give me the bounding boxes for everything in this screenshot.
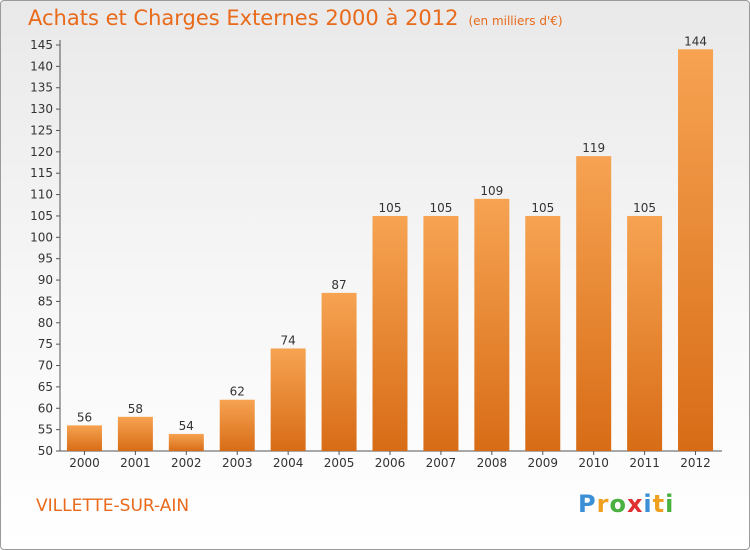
x-tick-label: 2012 (680, 456, 711, 470)
chart-title-text: Achats et Charges Externes 2000 à 2012 (28, 6, 459, 30)
bar-2011 (627, 215, 663, 451)
y-tick-label: 70 (38, 359, 53, 373)
y-tick-label: 130 (30, 102, 53, 116)
y-tick-label: 75 (38, 337, 53, 351)
bar-value-label: 74 (281, 333, 296, 347)
bar-2012 (678, 49, 714, 452)
bar-value-label: 105 (633, 201, 656, 215)
bar-2006 (372, 215, 408, 451)
bar-value-label: 56 (77, 410, 92, 424)
bar-2004 (270, 348, 306, 451)
bar-2001 (117, 416, 153, 451)
y-tick-label: 115 (30, 166, 53, 180)
bar-2005 (321, 292, 357, 451)
proxiti-logo: Proxiti (578, 490, 674, 518)
y-tick-label: 110 (30, 188, 53, 202)
logo-letter: P (578, 490, 597, 518)
bar-value-label: 54 (179, 419, 194, 433)
bar-2007 (423, 215, 459, 451)
x-tick-label: 2008 (477, 456, 508, 470)
x-tick-label: 2004 (273, 456, 304, 470)
y-tick-label: 95 (38, 252, 53, 266)
x-tick-label: 2002 (171, 456, 202, 470)
bar-2000 (66, 425, 102, 451)
y-tick-label: 60 (38, 401, 53, 415)
logo-letter: r (596, 490, 610, 518)
x-tick-label: 2010 (578, 456, 609, 470)
y-tick-label: 55 (38, 423, 53, 437)
bar-value-label: 119 (582, 141, 605, 155)
x-tick-label: 2011 (629, 456, 660, 470)
bar-value-label: 62 (230, 385, 245, 399)
bar-value-label: 144 (684, 34, 707, 48)
y-tick-label: 100 (30, 230, 53, 244)
y-tick-label: 145 (30, 38, 53, 52)
y-tick-label: 135 (30, 81, 53, 95)
logo-letter: i (643, 490, 653, 518)
chart-unit: (en milliers d'€) (468, 14, 563, 28)
bar-value-label: 105 (379, 201, 402, 215)
logo-letter: t (652, 490, 666, 518)
x-tick-label: 2006 (375, 456, 406, 470)
x-tick-label: 2005 (324, 456, 355, 470)
bar-2010 (576, 156, 612, 451)
bar-2009 (525, 215, 561, 451)
bar-value-label: 109 (480, 184, 503, 198)
y-tick-label: 50 (38, 444, 53, 458)
commune-name: VILLETTE-SUR-AIN (36, 496, 190, 516)
x-tick-label: 2000 (69, 456, 100, 470)
y-tick-label: 120 (30, 145, 53, 159)
x-tick-label: 2003 (222, 456, 253, 470)
bar-2008 (474, 198, 510, 451)
x-tick-label: 2009 (527, 456, 558, 470)
x-tick-label: 2007 (426, 456, 457, 470)
bar-2002 (168, 433, 204, 451)
chart-title: Achats et Charges Externes 2000 à 2012 (e… (28, 6, 563, 30)
y-tick-label: 140 (30, 59, 53, 73)
bar-value-label: 87 (331, 278, 346, 292)
logo-letter: o (609, 490, 627, 518)
y-tick-label: 125 (30, 123, 53, 137)
y-tick-label: 105 (30, 209, 53, 223)
bar-2003 (219, 399, 255, 451)
bar-value-label: 105 (429, 201, 452, 215)
logo-letter: i (665, 490, 675, 518)
logo-letter: x (626, 490, 644, 518)
y-tick-label: 80 (38, 316, 53, 330)
y-tick-label: 65 (38, 380, 53, 394)
bar-value-label: 58 (128, 402, 143, 416)
bar-value-label: 105 (531, 201, 554, 215)
y-tick-label: 85 (38, 294, 53, 308)
x-tick-label: 2001 (120, 456, 151, 470)
y-tick-label: 90 (38, 273, 53, 287)
